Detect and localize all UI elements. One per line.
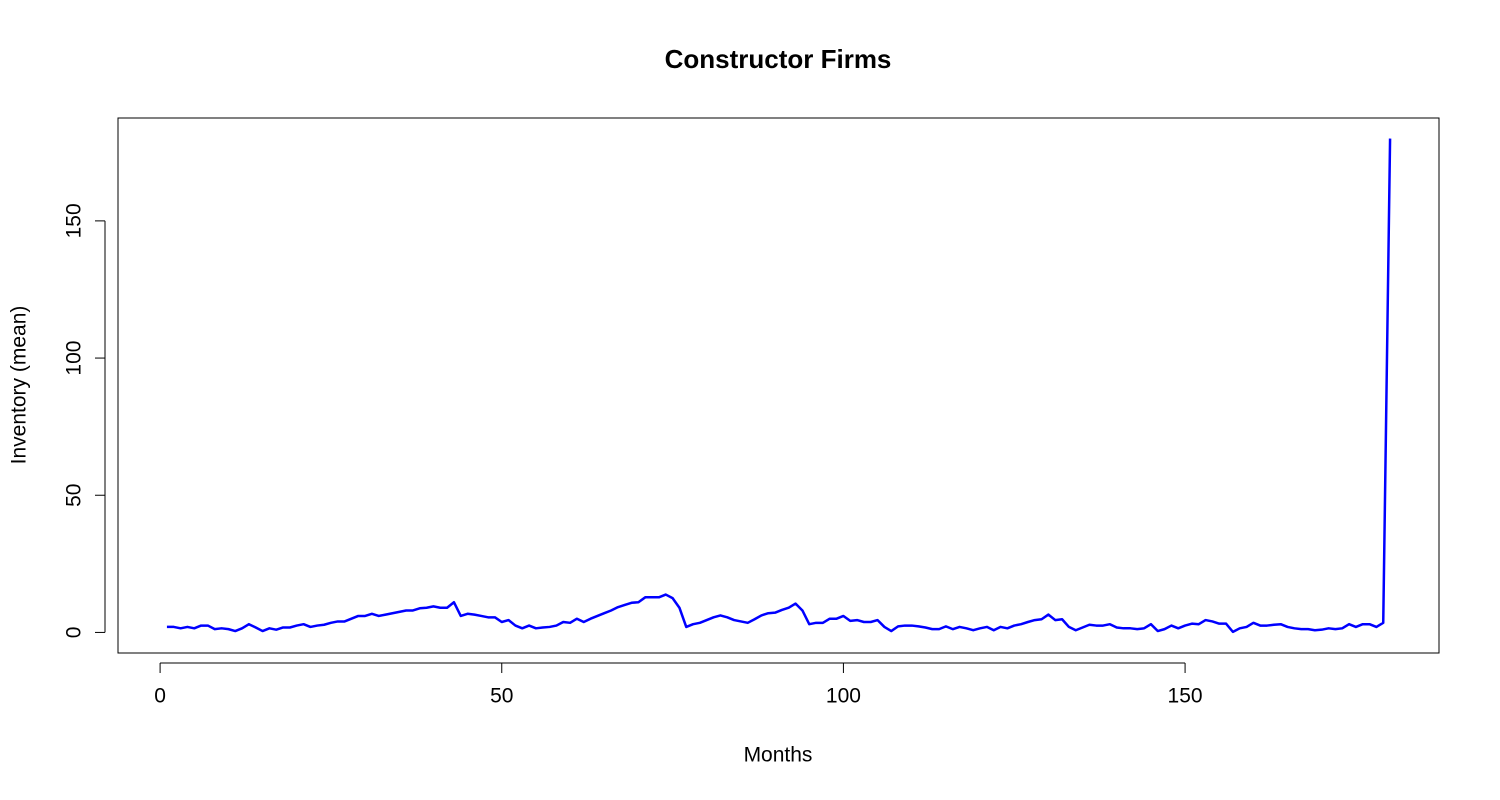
y-tick-label: 50 [63, 484, 86, 507]
y-axis-label: Inventory (mean) [8, 306, 31, 465]
y-tick-label: 100 [63, 341, 86, 376]
x-tick-label: 100 [826, 685, 861, 708]
plot-frame [117, 117, 1440, 654]
data-line [166, 138, 1392, 634]
x-tick-label: 50 [490, 685, 513, 708]
y-tick-label: 150 [63, 203, 86, 238]
chart-title: Constructor Firms [665, 44, 892, 74]
x-axis-label: Months [744, 744, 813, 767]
x-tick-label: 150 [1168, 685, 1203, 708]
x-tick-label: 0 [154, 685, 166, 708]
y-tick-label: 0 [63, 627, 86, 639]
